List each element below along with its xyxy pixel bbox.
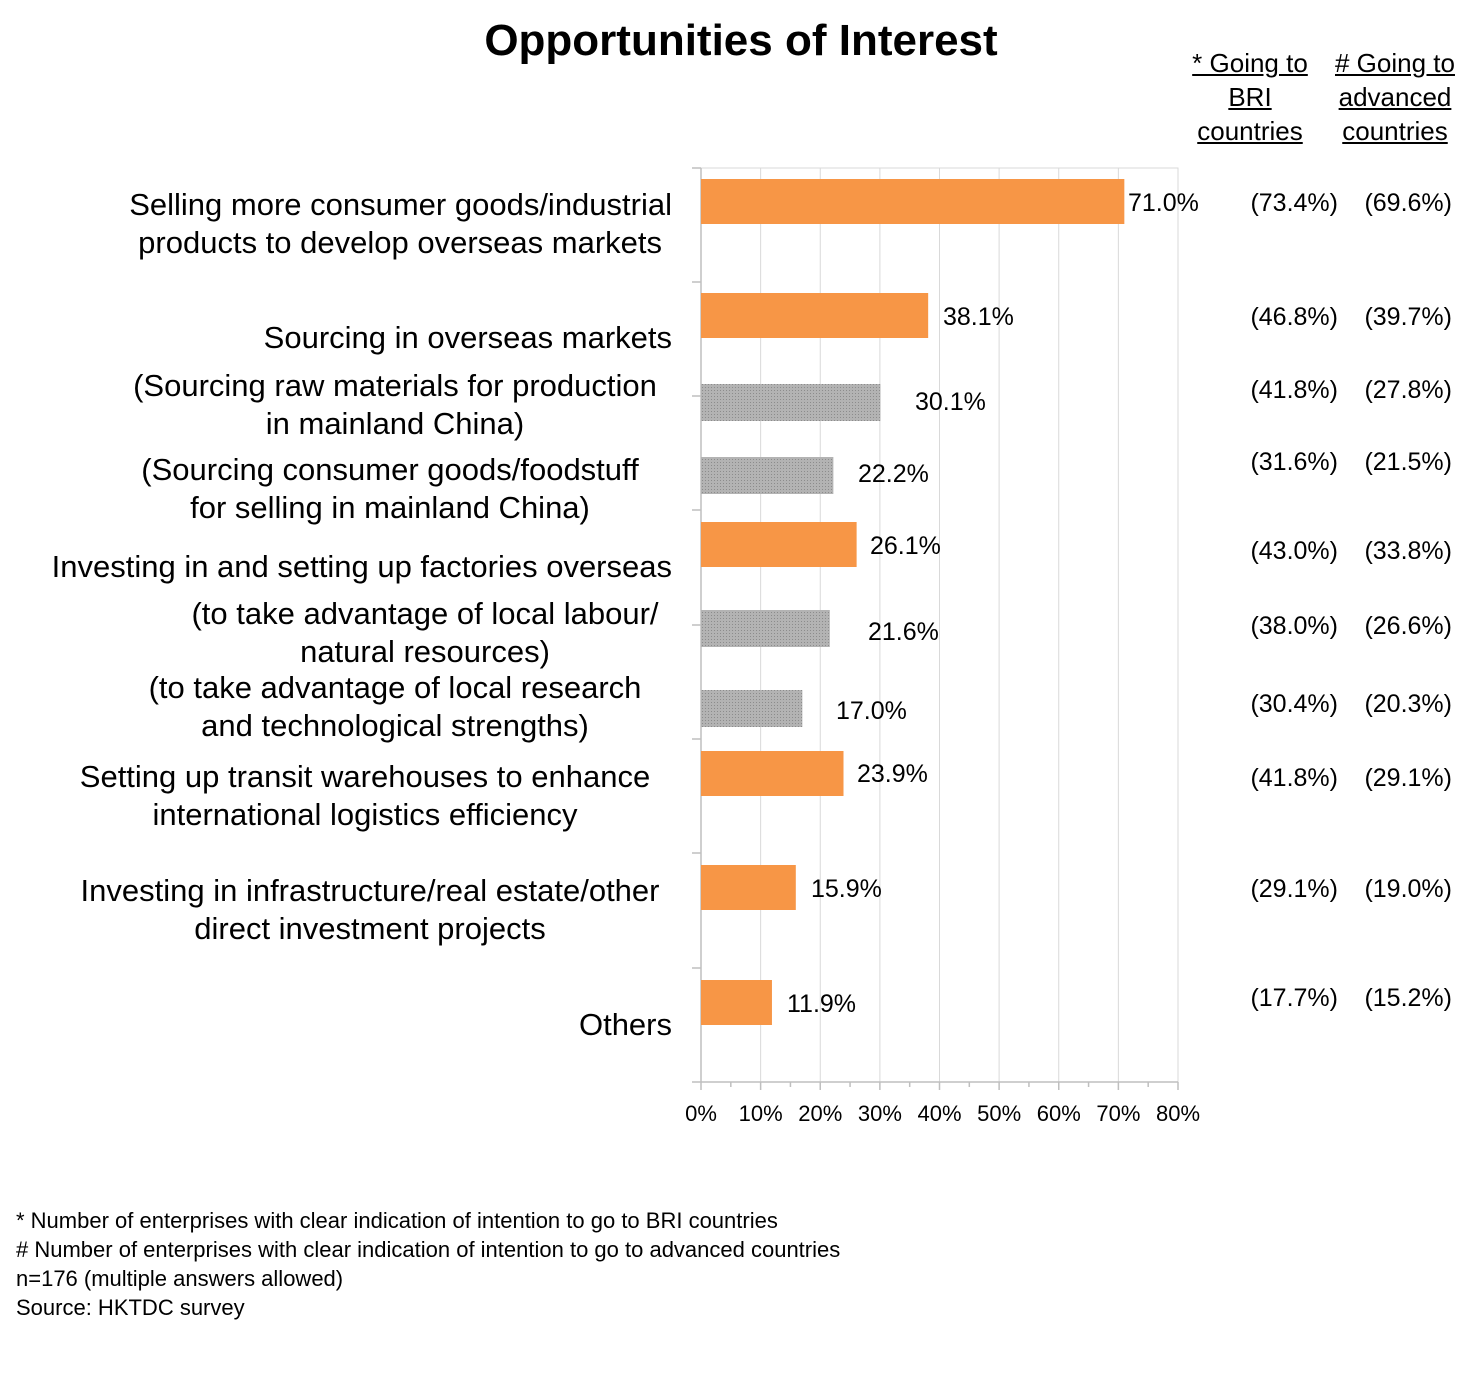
bri-header-line-1: * Going to — [1192, 48, 1308, 78]
footnote-source: Source: HKTDC survey — [16, 1295, 245, 1320]
category-label-line: (to take advantage of local labour/ — [191, 596, 659, 631]
bar — [701, 384, 881, 421]
bar-value-label: 11.9% — [787, 990, 856, 1018]
bar-value-label: 38.1% — [943, 303, 1014, 331]
bar-value-label: 21.6% — [868, 618, 939, 646]
bar-value-label: 22.2% — [858, 460, 929, 488]
bri-value: (30.4%) — [1250, 690, 1338, 718]
advanced-header-line-1: # Going to — [1335, 48, 1455, 78]
category-label-line: Investing in infrastructure/real estate/… — [80, 873, 660, 908]
bar — [701, 457, 834, 494]
bar — [701, 522, 857, 567]
bri-value: (46.8%) — [1250, 303, 1338, 331]
bar — [701, 980, 772, 1025]
footnote-sample: n=176 (multiple answers allowed) — [16, 1266, 344, 1291]
category-label-line: (Sourcing raw materials for production — [133, 368, 657, 403]
bar-value-label: 30.1% — [915, 388, 986, 416]
advanced-value: (29.1%) — [1364, 764, 1452, 792]
category-label-sourcing-raw: (Sourcing raw materials for production i… — [110, 367, 680, 443]
x-tick-label: 20% — [798, 1101, 842, 1126]
advanced-value: (69.6%) — [1364, 189, 1452, 217]
x-tick-label: 30% — [858, 1101, 902, 1126]
category-label-line: products to develop overseas markets — [138, 225, 662, 260]
advanced-value: (15.2%) — [1364, 984, 1452, 1012]
advanced-header-line-2: advanced — [1338, 82, 1452, 112]
advanced-value: (27.8%) — [1364, 376, 1452, 404]
category-label-line: (to take advantage of local research — [148, 670, 642, 705]
bar — [701, 690, 803, 727]
category-label-line: natural resources) — [300, 634, 550, 669]
bri-value: (41.8%) — [1250, 376, 1338, 404]
bar — [701, 865, 796, 910]
chart-title: Opportunities of Interest — [484, 16, 998, 65]
bri-value: (29.1%) — [1250, 875, 1338, 903]
bar-value-label: 23.9% — [857, 760, 928, 788]
advanced-value: (26.6%) — [1364, 612, 1452, 640]
bri-value: (17.7%) — [1250, 984, 1338, 1012]
advanced-value: (39.7%) — [1364, 303, 1452, 331]
category-label-line: direct investment projects — [194, 911, 546, 946]
bri-header-line-3: countries — [1197, 116, 1303, 146]
category-label-others: Others — [578, 1007, 672, 1042]
category-label-line: international logistics efficiency — [152, 797, 578, 832]
x-tick-label: 80% — [1156, 1101, 1200, 1126]
bri-header-line-2: BRI — [1228, 82, 1272, 112]
bri-value: (43.0%) — [1250, 537, 1338, 565]
category-label-sourcing: Sourcing in overseas markets — [263, 320, 672, 355]
bri-column-header: * Going to BRI countries — [1182, 46, 1318, 148]
bri-value: (41.8%) — [1250, 764, 1338, 792]
bar — [701, 179, 1125, 224]
category-label-line: and technological strengths) — [201, 708, 589, 743]
footnotes: * Number of enterprises with clear indic… — [16, 1206, 840, 1322]
bar-value-label: 17.0% — [836, 697, 907, 725]
x-tick-label: 10% — [739, 1101, 783, 1126]
advanced-value: (20.3%) — [1364, 690, 1452, 718]
category-label-line: for selling in mainland China) — [190, 490, 590, 525]
category-label-research: (to take advantage of local research and… — [105, 669, 685, 745]
advanced-column-header: # Going to advanced countries — [1324, 46, 1466, 148]
bri-value: (31.6%) — [1250, 448, 1338, 476]
category-label-line: in mainland China) — [265, 406, 525, 441]
bar-value-label: 15.9% — [811, 875, 882, 903]
bar — [701, 293, 929, 338]
advanced-value: (19.0%) — [1364, 875, 1452, 903]
category-label-factories: Investing in and setting up factories ov… — [51, 549, 672, 584]
footnote-advanced: # Number of enterprises with clear indic… — [16, 1237, 841, 1262]
bri-value: (73.4%) — [1250, 189, 1338, 217]
bri-value: (38.0%) — [1250, 612, 1338, 640]
bar — [701, 610, 830, 647]
bar — [701, 751, 844, 796]
x-tick-label: 40% — [917, 1101, 961, 1126]
category-label-warehouses: Setting up transit warehouses to enhance… — [50, 758, 680, 834]
category-label-infrastructure: Investing in infrastructure/real estate/… — [40, 872, 700, 948]
advanced-value: (33.8%) — [1364, 537, 1452, 565]
advanced-value: (21.5%) — [1364, 448, 1452, 476]
footnote-bri: * Number of enterprises with clear indic… — [16, 1208, 778, 1233]
category-label-line: (Sourcing consumer goods/foodstuff — [141, 452, 639, 487]
category-label-line: Selling more consumer goods/industrial — [129, 187, 672, 222]
category-label-line: Setting up transit warehouses to enhance — [79, 759, 651, 794]
x-tick-label: 0% — [685, 1101, 717, 1126]
bar-value-label: 71.0% — [1128, 189, 1199, 217]
category-label-selling: Selling more consumer goods/industrial p… — [129, 186, 672, 262]
advanced-header-line-3: countries — [1342, 116, 1448, 146]
category-label-sourcing-consumer: (Sourcing consumer goods/foodstuff for s… — [100, 451, 680, 527]
x-tick-label: 60% — [1037, 1101, 1081, 1126]
x-tick-label: 50% — [977, 1101, 1021, 1126]
category-label-labour: (to take advantage of local labour/ natu… — [140, 595, 710, 671]
bar-value-label: 26.1% — [870, 532, 941, 560]
x-tick-label: 70% — [1096, 1101, 1140, 1126]
